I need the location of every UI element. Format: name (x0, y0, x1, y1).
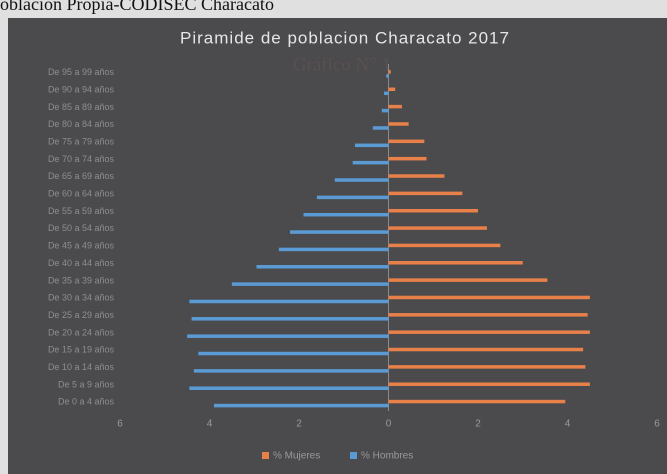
y-tick-label: De 35 a 39 años (48, 275, 115, 285)
bar (381, 108, 389, 113)
legend-label: % Hombres (361, 451, 413, 462)
x-tick-label: 2 (475, 419, 481, 430)
y-tick-label: De 50 a 54 años (48, 223, 115, 233)
bar (256, 265, 389, 269)
bar (388, 261, 523, 265)
bar (187, 334, 389, 338)
y-tick-label: De 85 a 89 años (48, 102, 115, 112)
y-tick-label: De 10 a 14 años (48, 362, 115, 372)
bar (384, 91, 389, 96)
y-tick-label: De 90 a 94 años (48, 84, 115, 94)
bar (388, 174, 445, 178)
y-tick-label: De 75 a 79 años (48, 136, 115, 146)
bar (388, 365, 586, 369)
bar (388, 122, 409, 126)
bar (386, 74, 389, 78)
doc-heading: oblacion Propia-CODISEC Characato (0, 0, 274, 14)
bar (198, 351, 389, 356)
bar (388, 330, 590, 334)
bar (388, 313, 588, 317)
y-tick-label: De 40 a 44 años (48, 258, 115, 268)
bar (316, 195, 389, 200)
bar (372, 126, 389, 130)
y-tick-label: De 60 a 64 años (48, 189, 115, 199)
bar (191, 317, 389, 321)
bar (334, 178, 389, 182)
chart-title: Piramide de poblacion Characato 2017 (180, 28, 510, 47)
chart-background (8, 18, 667, 474)
y-tick-label: De 55 a 59 años (48, 206, 115, 216)
bar (388, 208, 478, 213)
x-tick-label: 4 (207, 419, 213, 430)
bar (352, 160, 389, 165)
bar (189, 386, 389, 390)
y-tick-label: De 5 a 9 años (58, 379, 115, 389)
x-tick-label: 6 (117, 419, 123, 430)
bar (388, 191, 463, 196)
y-tick-label: De 70 a 74 años (48, 154, 115, 164)
bar (303, 212, 389, 217)
bar (193, 369, 389, 373)
bar (213, 403, 389, 408)
y-tick-label: De 20 a 24 años (48, 327, 115, 337)
bar (388, 399, 566, 404)
bar (189, 299, 389, 304)
bar (354, 143, 389, 148)
legend-swatch (262, 452, 269, 459)
bar (388, 278, 548, 282)
doc-caption: Gráfico N° 1 (293, 54, 391, 75)
bar (290, 230, 389, 234)
y-tick-label: De 95 a 99 años (48, 67, 115, 77)
y-tick-label: De 80 a 84 años (48, 119, 115, 129)
x-tick-label: 6 (654, 419, 660, 430)
bar (388, 104, 402, 109)
y-tick-label: De 25 a 29 años (48, 310, 115, 320)
bar (388, 295, 590, 300)
x-tick-label: 2 (296, 419, 302, 430)
x-tick-label: 4 (565, 419, 571, 430)
bar (388, 156, 427, 161)
bar (388, 87, 396, 92)
legend-swatch (350, 452, 357, 459)
bar (231, 282, 389, 286)
bar (278, 247, 389, 252)
bar (388, 347, 584, 352)
y-tick-label: De 15 a 19 años (48, 345, 115, 355)
y-tick-label: De 30 a 34 años (48, 293, 115, 303)
bar (388, 243, 501, 248)
bar (388, 382, 590, 386)
y-tick-label: De 0 a 4 años (58, 397, 115, 407)
y-tick-label: De 45 a 49 años (48, 241, 115, 251)
bar (388, 139, 425, 144)
bar (388, 226, 487, 230)
x-tick-label: 0 (386, 419, 392, 430)
y-tick-label: De 65 a 69 años (48, 171, 115, 181)
legend-label: % Mujeres (273, 451, 320, 462)
bar (388, 70, 391, 74)
